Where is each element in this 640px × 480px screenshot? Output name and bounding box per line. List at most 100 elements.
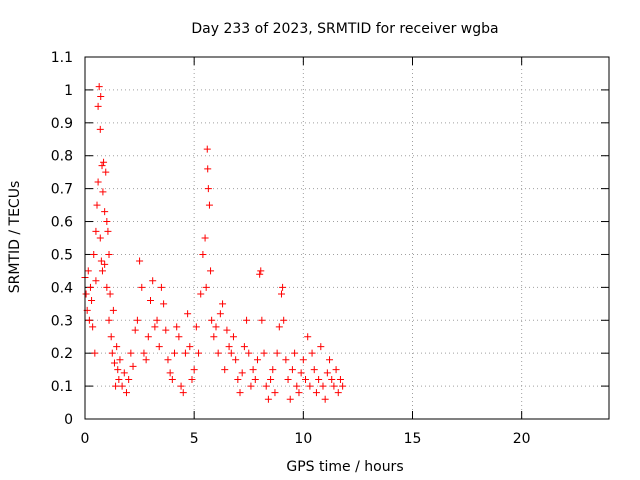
data-point xyxy=(223,326,231,334)
data-point xyxy=(273,349,281,357)
data-point xyxy=(251,376,259,384)
data-point xyxy=(306,382,314,390)
data-point xyxy=(101,208,109,216)
y-tick-label: 0.6 xyxy=(51,215,73,231)
data-point xyxy=(101,260,109,268)
data-point xyxy=(207,267,215,275)
axis-ticks xyxy=(84,56,609,420)
data-point xyxy=(288,366,296,374)
data-point xyxy=(155,343,163,351)
y-axis-label: SRMTID / TECUs xyxy=(7,181,23,294)
data-point xyxy=(317,343,325,351)
data-point xyxy=(204,185,212,193)
data-point xyxy=(247,382,255,390)
data-point xyxy=(160,300,168,308)
y-tick-label: 0.2 xyxy=(51,346,73,362)
data-point xyxy=(82,290,90,298)
data-point xyxy=(116,356,124,364)
grid xyxy=(85,57,609,419)
data-point xyxy=(179,389,187,397)
data-point xyxy=(197,290,205,298)
data-point xyxy=(186,343,194,351)
chart-title: Day 233 of 2023, SRMTID for receiver wgb… xyxy=(191,21,498,37)
y-tick-label: 0 xyxy=(64,412,73,428)
plot-frame xyxy=(84,56,610,420)
x-tick-label: 20 xyxy=(513,431,531,447)
data-point xyxy=(264,395,272,403)
data-point xyxy=(106,290,114,298)
data-point xyxy=(310,366,318,374)
data-point xyxy=(149,277,157,285)
data-point xyxy=(164,356,172,364)
data-point xyxy=(236,389,244,397)
data-point xyxy=(321,395,329,403)
data-point xyxy=(91,349,99,357)
data-points xyxy=(81,83,347,403)
data-point xyxy=(232,356,240,364)
data-point xyxy=(201,234,209,242)
data-point xyxy=(118,382,126,390)
data-point xyxy=(279,283,287,291)
y-tick-label: 0.9 xyxy=(51,116,73,132)
data-point xyxy=(210,333,218,341)
data-point xyxy=(96,234,104,242)
data-point xyxy=(97,257,105,265)
data-point xyxy=(199,250,207,258)
data-point xyxy=(105,316,113,324)
data-point xyxy=(315,376,323,384)
y-tick-label: 0.1 xyxy=(51,379,73,395)
data-point xyxy=(238,369,246,377)
data-point xyxy=(299,356,307,364)
data-point xyxy=(278,290,285,298)
data-point xyxy=(323,369,331,377)
data-point xyxy=(109,306,117,314)
x-axis-label: GPS time / hours xyxy=(286,459,403,475)
data-point xyxy=(334,389,342,397)
y-tick-label: 0.7 xyxy=(51,182,73,198)
y-tick-label: 1.1 xyxy=(51,50,73,66)
data-point xyxy=(100,158,108,166)
data-point xyxy=(312,389,320,397)
data-point xyxy=(98,162,106,170)
data-point xyxy=(112,382,120,390)
data-point xyxy=(253,356,261,364)
data-point xyxy=(192,323,200,331)
data-point xyxy=(177,382,185,390)
data-point xyxy=(153,316,161,324)
data-point xyxy=(319,382,327,390)
data-point xyxy=(84,267,92,275)
data-point xyxy=(92,227,100,235)
data-point xyxy=(208,316,216,324)
data-point xyxy=(144,333,152,341)
data-point xyxy=(216,310,224,318)
data-point xyxy=(308,349,316,357)
data-point xyxy=(256,270,264,278)
data-point xyxy=(142,356,150,364)
data-point xyxy=(304,333,312,341)
data-point xyxy=(330,382,338,390)
data-point xyxy=(297,369,305,377)
y-tick-label: 0.8 xyxy=(51,149,73,165)
data-point xyxy=(110,359,118,367)
data-point xyxy=(168,376,176,384)
data-point xyxy=(328,376,336,384)
data-point xyxy=(93,201,101,209)
data-point xyxy=(204,165,212,173)
y-tick-label: 1 xyxy=(64,83,73,99)
data-point xyxy=(92,277,100,285)
data-point xyxy=(267,376,275,384)
data-point xyxy=(280,316,288,324)
data-point xyxy=(212,323,220,331)
data-point xyxy=(293,382,301,390)
data-point xyxy=(147,297,154,305)
data-point xyxy=(284,376,292,384)
data-point xyxy=(136,257,144,265)
x-tick-label: 10 xyxy=(294,431,312,447)
x-tick-label: 15 xyxy=(404,431,422,447)
data-point xyxy=(234,376,242,384)
data-point xyxy=(225,343,233,351)
data-point xyxy=(240,343,248,351)
data-point xyxy=(295,389,303,397)
data-point xyxy=(94,178,102,186)
data-point xyxy=(221,366,229,374)
